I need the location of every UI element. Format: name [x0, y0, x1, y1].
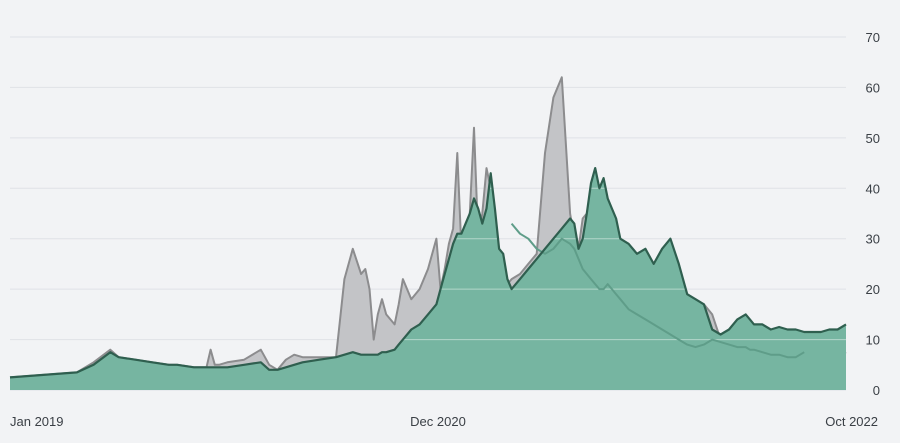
y-tick-label: 30: [866, 232, 880, 247]
y-tick-label: 50: [866, 131, 880, 146]
series-overlay-line: [510, 222, 805, 359]
y-axis-ticks: 0 10 20 30 40 50 60 70: [866, 30, 880, 398]
x-axis-ticks: Jan 2019 Dec 2020 Oct 2022: [10, 414, 878, 429]
y-tick-label: 60: [866, 80, 880, 95]
y-tick-label: 20: [866, 282, 880, 297]
y-tick-label: 10: [866, 333, 880, 348]
series-green-area: [10, 168, 846, 390]
x-tick-label-mid: Dec 2020: [410, 414, 466, 429]
series-green-line: [9, 167, 847, 379]
series-gray-line: [9, 76, 847, 379]
y-tick-label: 40: [866, 181, 880, 196]
x-tick-label-end: Oct 2022: [825, 414, 878, 429]
y-tick-label: 70: [866, 30, 880, 45]
x-tick-label-start: Jan 2019: [10, 414, 64, 429]
y-tick-label: 0: [873, 383, 880, 398]
